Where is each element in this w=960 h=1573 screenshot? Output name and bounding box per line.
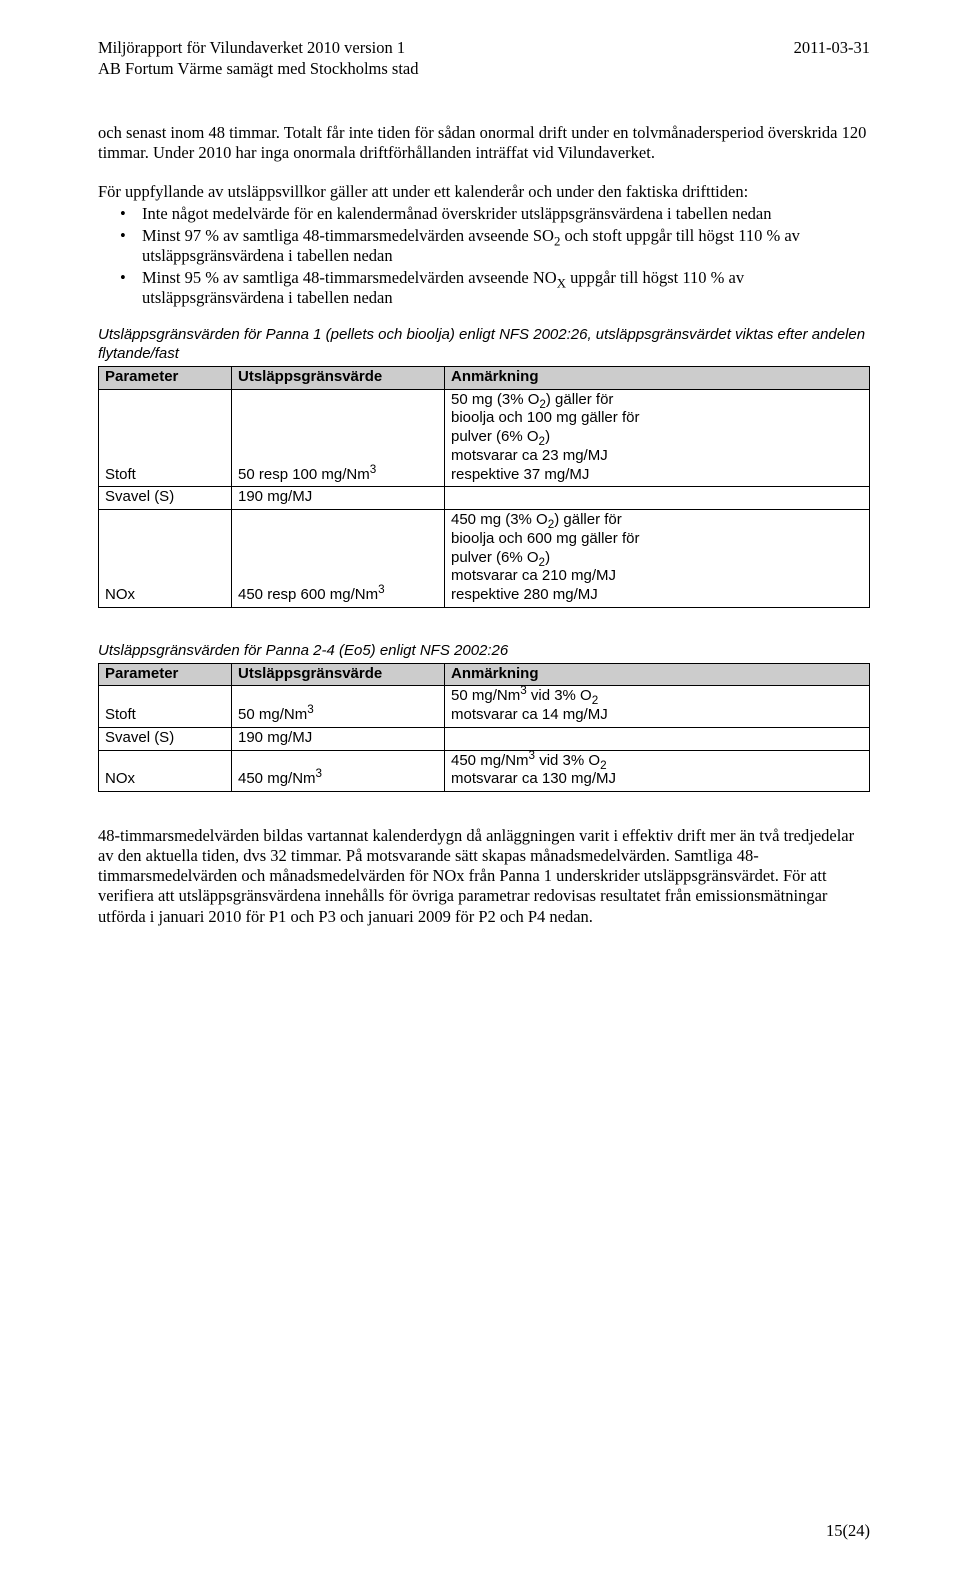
- table2-r1-remark-l2: motsvarar ca 14 mg/MJ: [451, 706, 608, 723]
- table2-r2-value: 190 mg/MJ: [232, 727, 445, 750]
- table1-r2-param: Svavel (S): [99, 487, 232, 510]
- table2-r2-param: Svavel (S): [99, 727, 232, 750]
- paragraph-1: och senast inom 48 timmar. Totalt får in…: [98, 123, 870, 163]
- table1-r1-value-text: 50 resp 100 mg/Nm: [238, 466, 370, 483]
- table-row: NOx 450 resp 600 mg/Nm3 450 mg (3% O2) g…: [99, 510, 870, 608]
- table1-r1-remark-l1b: ) gäller för: [546, 391, 614, 408]
- table1-r1-remark-l2: bioolja och 100 mg gäller för: [451, 409, 639, 426]
- table1-r1-remark-l5: respektive 37 mg/MJ: [451, 466, 589, 483]
- bullet-2-pre: Minst 97 % av samtliga 48-timmarsmedelvä…: [142, 226, 554, 245]
- table1-header-remark: Anmärkning: [445, 366, 870, 389]
- bullet-3-pre: Minst 95 % av samtliga 48-timmarsmedelvä…: [142, 268, 557, 287]
- table2-r1-value: 50 mg/Nm3: [232, 686, 445, 728]
- superscript-3: 3: [316, 767, 323, 780]
- table1-r1-value: 50 resp 100 mg/Nm3: [232, 389, 445, 487]
- superscript-3: 3: [370, 463, 377, 476]
- table1-r3-remark-l2: bioolja och 600 mg gäller för: [451, 530, 639, 547]
- table1-r3-remark-l3a: pulver (6% O: [451, 549, 539, 566]
- table2-r3-value-text: 450 mg/Nm: [238, 770, 316, 787]
- table-row: NOx 450 mg/Nm3 450 mg/Nm3 vid 3% O2 mots…: [99, 750, 870, 792]
- paragraph-2: För uppfyllande av utsläppsvillkor gälle…: [98, 182, 870, 202]
- table2-r3-remark: 450 mg/Nm3 vid 3% O2 motsvarar ca 130 mg…: [445, 750, 870, 792]
- page-number: 15(24): [826, 1521, 870, 1541]
- table-row: Parameter Utsläppsgränsvärde Anmärkning: [99, 366, 870, 389]
- table2-r1-remark-l1b: vid 3% O: [527, 687, 592, 704]
- table-1: Parameter Utsläppsgränsvärde Anmärkning …: [98, 366, 870, 608]
- table1-header-parameter: Parameter: [99, 366, 232, 389]
- table1-r1-remark-l4: motsvarar ca 23 mg/MJ: [451, 447, 608, 464]
- table1-r1-remark-l3b: ): [545, 428, 550, 445]
- header-left: Miljörapport för Vilundaverket 2010 vers…: [98, 38, 419, 79]
- table2-header-value: Utsläppsgränsvärde: [232, 663, 445, 686]
- table1-r2-value: 190 mg/MJ: [232, 487, 445, 510]
- table2-r2-remark: [445, 727, 870, 750]
- table1-r3-remark-l3b: ): [545, 549, 550, 566]
- table2-r1-remark: 50 mg/Nm3 vid 3% O2 motsvarar ca 14 mg/M…: [445, 686, 870, 728]
- header-title: Miljörapport för Vilundaverket 2010 vers…: [98, 38, 419, 59]
- table2-header-remark: Anmärkning: [445, 663, 870, 686]
- subscript-x: X: [557, 276, 566, 290]
- superscript-3: 3: [307, 703, 314, 716]
- bullet-item-3: Minst 95 % av samtliga 48-timmarsmedelvä…: [98, 268, 870, 308]
- table1-r3-remark-l4: motsvarar ca 210 mg/MJ: [451, 567, 616, 584]
- table1-r1-param: Stoft: [99, 389, 232, 487]
- table-2: Parameter Utsläppsgränsvärde Anmärkning …: [98, 663, 870, 793]
- header-right: 2011-03-31: [794, 38, 870, 79]
- table1-header-value: Utsläppsgränsvärde: [232, 366, 445, 389]
- superscript-3: 3: [378, 583, 385, 596]
- table2-r3-param: NOx: [99, 750, 232, 792]
- table1-r3-value: 450 resp 600 mg/Nm3: [232, 510, 445, 608]
- document-page: Miljörapport för Vilundaverket 2010 vers…: [0, 0, 960, 1573]
- table2-r1-param: Stoft: [99, 686, 232, 728]
- table1-r3-remark: 450 mg (3% O2) gäller för bioolja och 60…: [445, 510, 870, 608]
- header-date: 2011-03-31: [794, 38, 870, 59]
- paragraph-3: 48-timmarsmedelvärden bildas vartannat k…: [98, 826, 870, 927]
- table2-header-parameter: Parameter: [99, 663, 232, 686]
- table1-r2-remark: [445, 487, 870, 510]
- table-row: Svavel (S) 190 mg/MJ: [99, 487, 870, 510]
- bullet-item-2: Minst 97 % av samtliga 48-timmarsmedelvä…: [98, 226, 870, 266]
- table2-r3-remark-l2: motsvarar ca 130 mg/MJ: [451, 770, 616, 787]
- table1-r1-remark-l1a: 50 mg (3% O: [451, 391, 539, 408]
- page-header: Miljörapport för Vilundaverket 2010 vers…: [98, 38, 870, 79]
- table1-r3-remark-l5: respektive 280 mg/MJ: [451, 586, 598, 603]
- table1-r3-remark-l1a: 450 mg (3% O: [451, 511, 548, 528]
- table2-r3-value: 450 mg/Nm3: [232, 750, 445, 792]
- table2-r3-remark-l1a: 450 mg/Nm: [451, 752, 529, 769]
- table1-caption: Utsläppsgränsvärden för Panna 1 (pellets…: [98, 326, 870, 364]
- table-row: Stoft 50 mg/Nm3 50 mg/Nm3 vid 3% O2 mots…: [99, 686, 870, 728]
- bullet-item-1: Inte något medelvärde för en kalendermån…: [98, 204, 870, 224]
- table1-r3-param: NOx: [99, 510, 232, 608]
- table2-r3-remark-l1b: vid 3% O: [535, 752, 600, 769]
- table2-r1-remark-l1a: 50 mg/Nm: [451, 687, 520, 704]
- table-row: Svavel (S) 190 mg/MJ: [99, 727, 870, 750]
- table1-r3-remark-l1b: ) gäller för: [554, 511, 622, 528]
- table2-r1-value-text: 50 mg/Nm: [238, 706, 307, 723]
- table1-r3-value-text: 450 resp 600 mg/Nm: [238, 586, 378, 603]
- table-row: Parameter Utsläppsgränsvärde Anmärkning: [99, 663, 870, 686]
- table1-r1-remark-l3a: pulver (6% O: [451, 428, 539, 445]
- bullet-1-text: Inte något medelvärde för en kalendermån…: [142, 204, 772, 223]
- header-subtitle: AB Fortum Värme samägt med Stockholms st…: [98, 59, 419, 80]
- table1-r1-remark: 50 mg (3% O2) gäller för bioolja och 100…: [445, 389, 870, 487]
- table2-caption: Utsläppsgränsvärden för Panna 2-4 (Eo5) …: [98, 642, 870, 661]
- table-row: Stoft 50 resp 100 mg/Nm3 50 mg (3% O2) g…: [99, 389, 870, 487]
- bullet-list: Inte något medelvärde för en kalendermån…: [98, 204, 870, 309]
